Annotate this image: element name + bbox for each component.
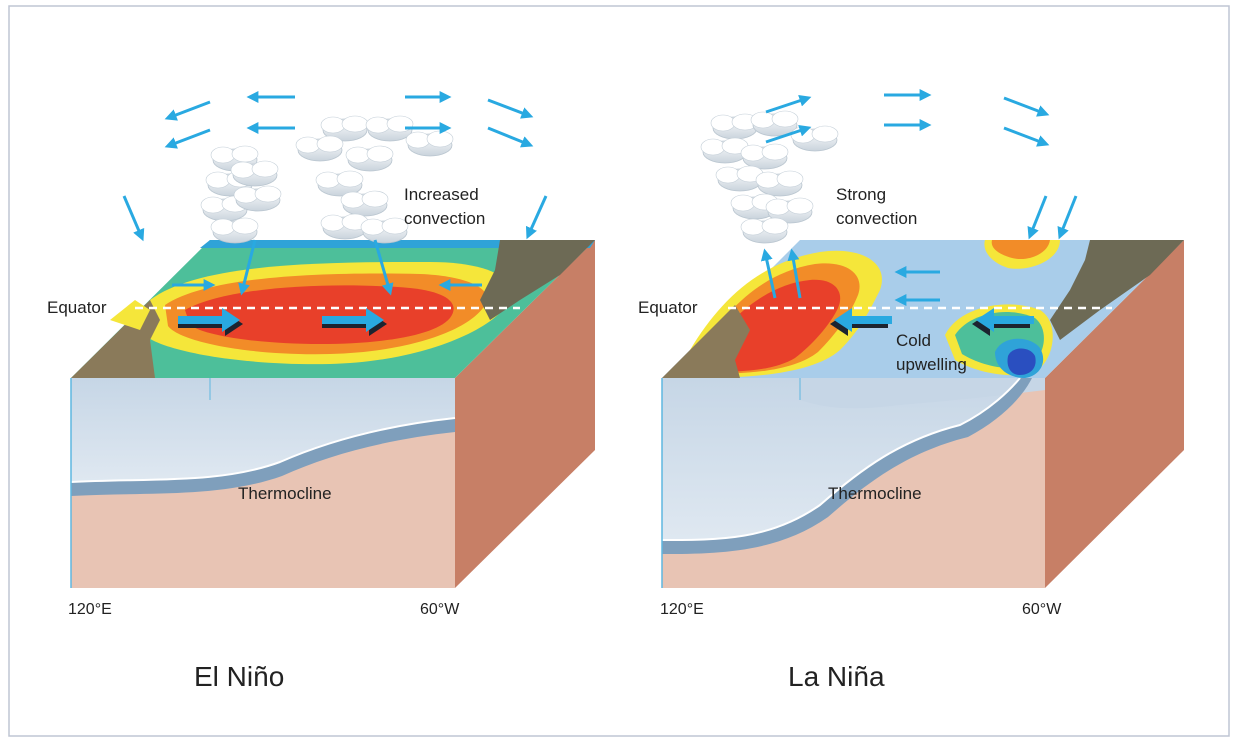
wind-arrow-icon (760, 89, 1078, 306)
el-nino-lon-west: 120°E (68, 601, 112, 618)
cloud-icon (200, 145, 282, 244)
el-nino-thermocline-band (71, 418, 455, 496)
el-nino-title: El Niño (194, 661, 284, 692)
la-nina-convection-label-1: Strong (836, 185, 886, 204)
la-nina-thermocline-label: Thermocline (828, 484, 922, 503)
la-nina-upwelling-label-2: upwelling (896, 355, 967, 374)
la-nina-upwelling-label-1: Cold (896, 331, 931, 350)
el-nino-upper-water (71, 378, 455, 482)
la-nina-lon-east: 60°W (1022, 601, 1062, 618)
el-nino-equator-label: Equator (47, 298, 107, 317)
el-nino-panel: Increased convection Equator Thermocline… (47, 91, 595, 692)
el-nino-convection-label-2: convection (404, 209, 485, 228)
la-nina-cold-core (1007, 348, 1036, 375)
frame-border (8, 5, 1230, 737)
cloud-icon (700, 110, 839, 244)
el-nino-convection-label-1: Increased (404, 185, 479, 204)
la-nina-lon-west: 120°E (660, 601, 704, 618)
la-nina-title: La Niña (788, 661, 885, 692)
la-nina-equator-label: Equator (638, 298, 698, 317)
la-nina-convection-label-2: convection (836, 209, 917, 228)
el-nino-side-face (455, 240, 595, 588)
el-nino-warm-core (185, 285, 454, 344)
el-nino-lon-east: 60°W (420, 601, 460, 618)
wind-arrow-icon (122, 91, 548, 296)
la-nina-side-face (1045, 240, 1184, 588)
la-nina-panel: Strong convection Equator Cold upwelling… (638, 89, 1184, 692)
el-nino-thermocline-label: Thermocline (238, 484, 332, 503)
la-nina-upper-water (662, 378, 1020, 540)
